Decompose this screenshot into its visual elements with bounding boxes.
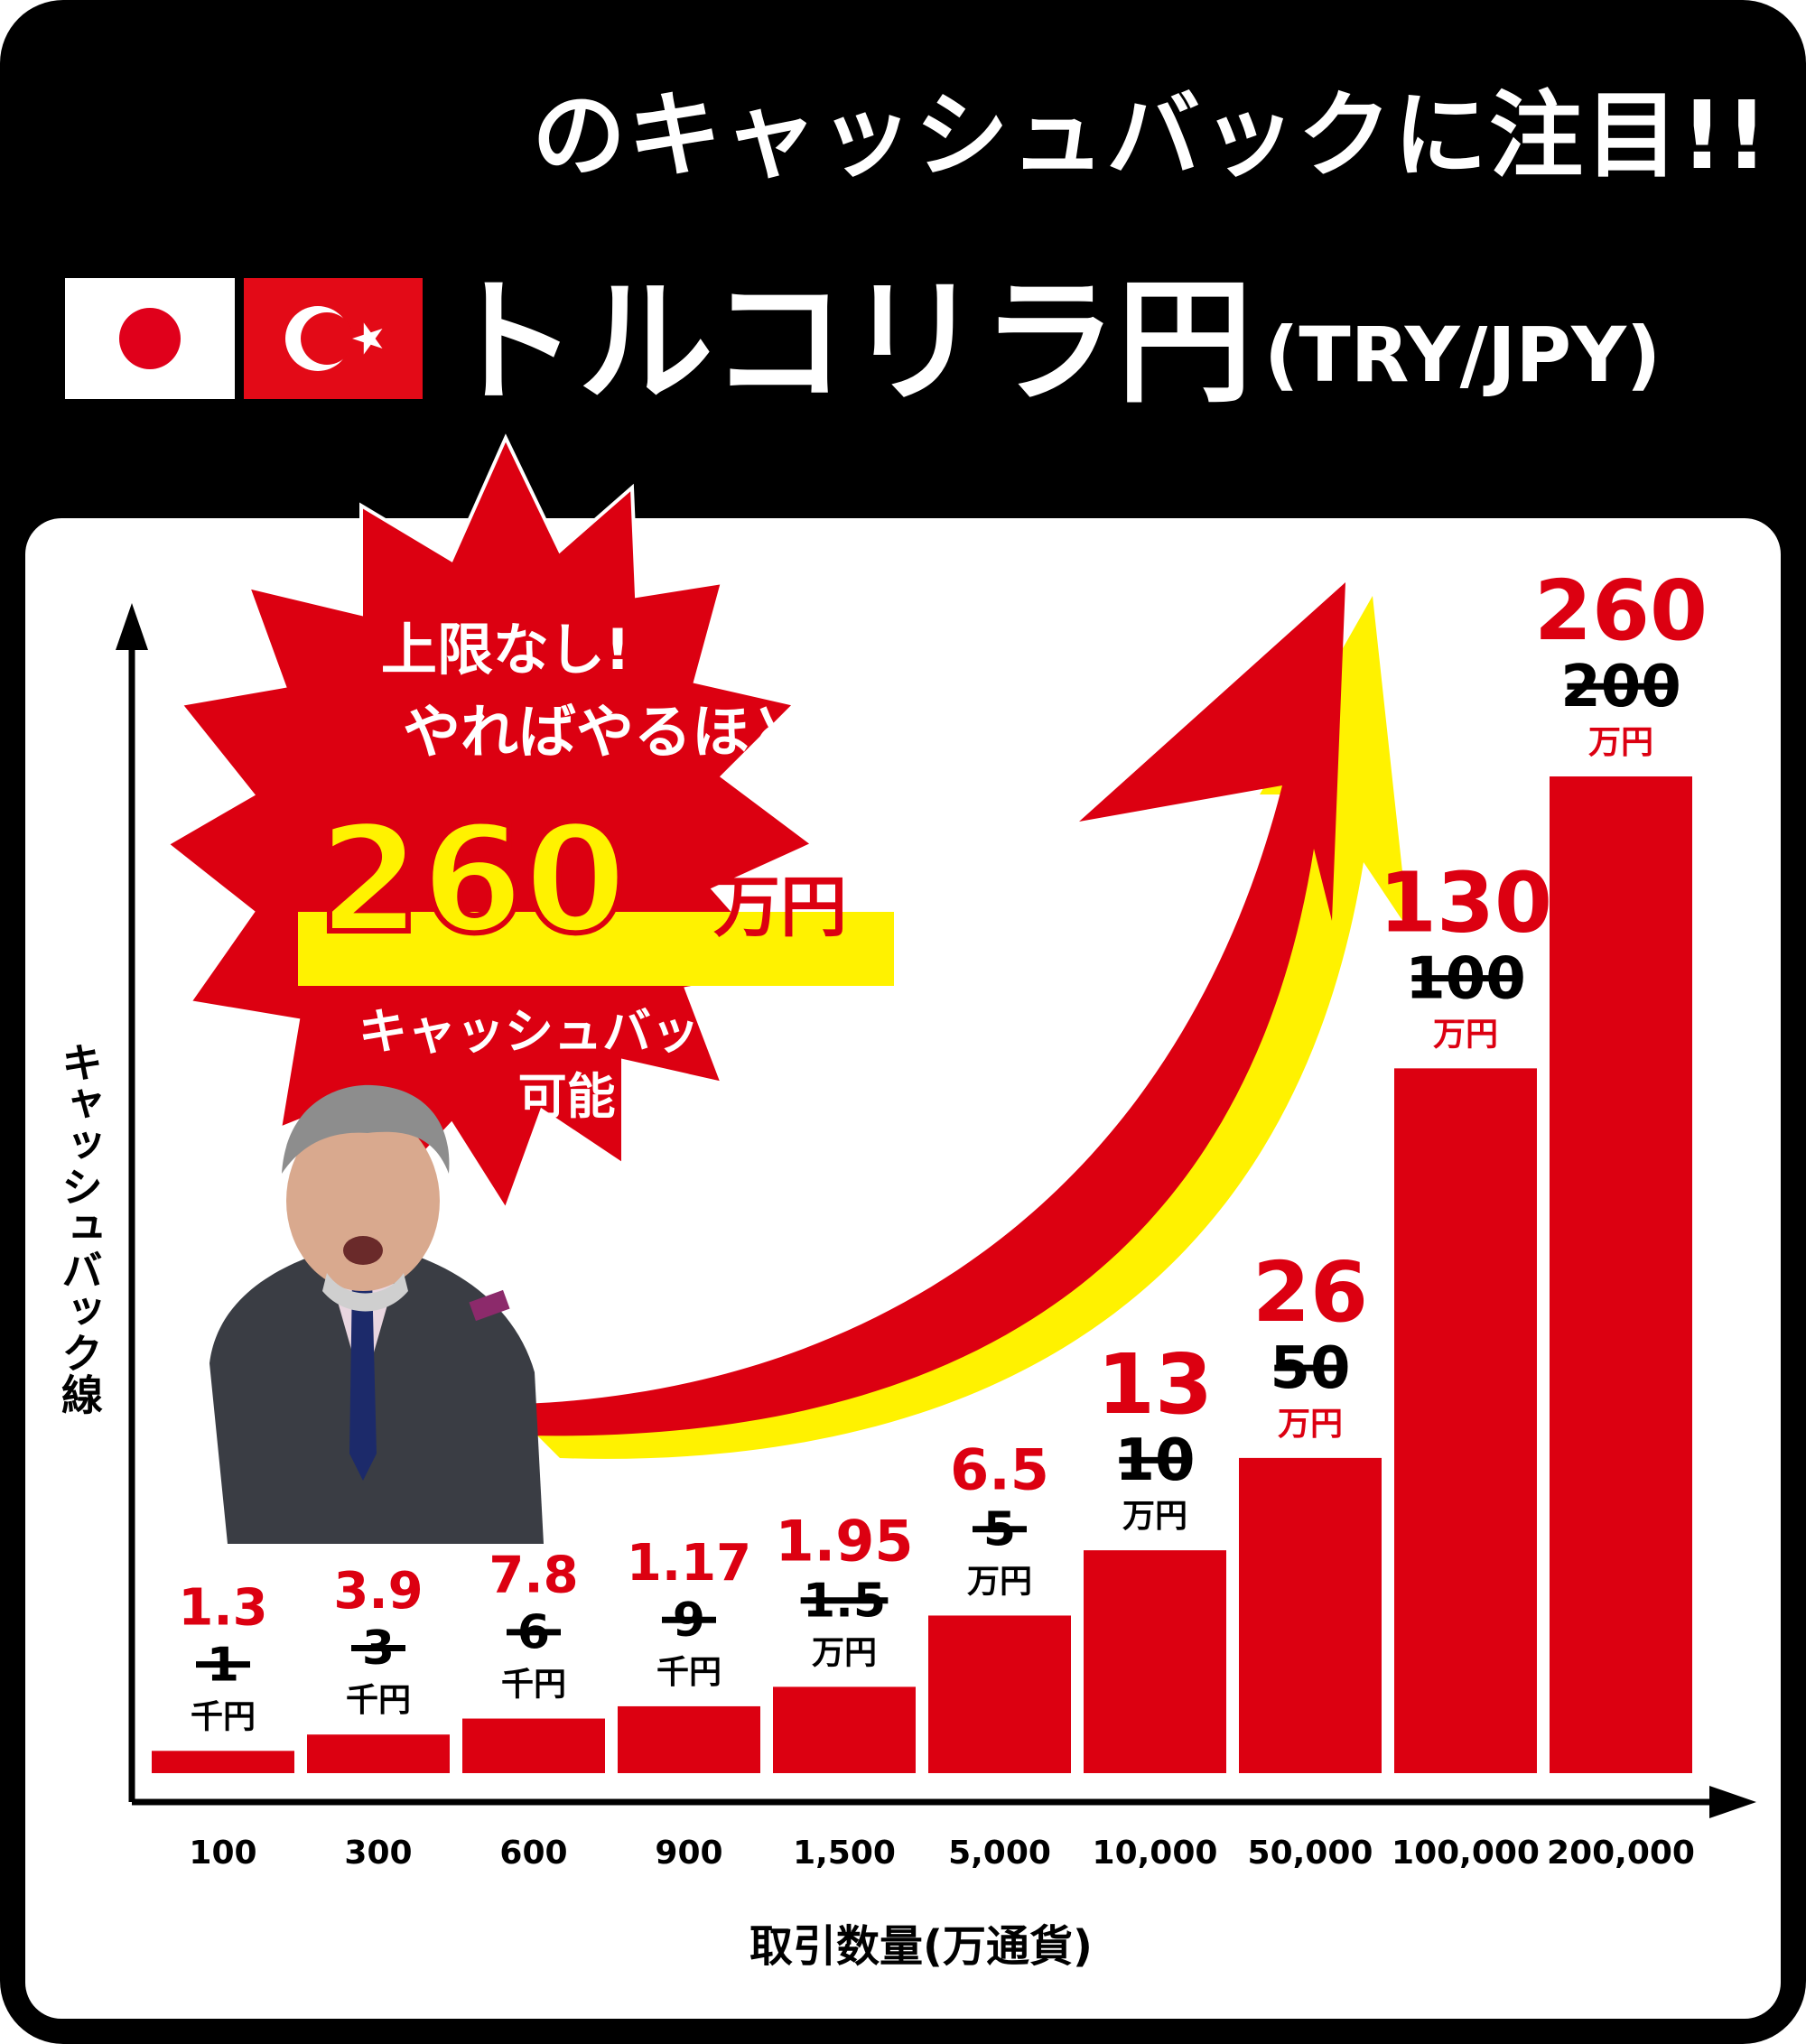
x-tick-label: 900 — [655, 1835, 722, 1872]
x-tick-label: 1,500 — [793, 1835, 896, 1872]
currency-pair-code: (TRY/JPY) — [1264, 311, 1662, 399]
amount-highlight — [298, 912, 894, 986]
bar — [307, 1734, 450, 1773]
presenter-photo — [209, 1084, 544, 1544]
unit-label: 万円 — [1433, 1016, 1498, 1053]
unit-label: 千円 — [656, 1654, 721, 1691]
value-label: 3.9 — [333, 1562, 423, 1621]
bars-layer — [152, 776, 1692, 1773]
headline: のキャッシュバックに注目!! — [532, 80, 1770, 190]
burst-line-4: 可能! — [517, 1068, 638, 1125]
unit-label: 万円 — [1588, 724, 1653, 761]
burst-amount: 260 — [315, 792, 629, 969]
bar — [462, 1718, 605, 1773]
x-tick-label: 100,000 — [1392, 1835, 1540, 1872]
bar — [618, 1705, 760, 1773]
y-axis-label: キャッシュバック線 — [55, 1041, 104, 1415]
unit-label: 千円 — [501, 1667, 566, 1704]
bar — [928, 1615, 1071, 1773]
bar — [152, 1751, 294, 1773]
value-label: 13 — [1097, 1336, 1213, 1433]
bar — [1394, 1068, 1537, 1773]
x-tick-label: 600 — [499, 1835, 567, 1872]
burst-shape — [163, 433, 816, 1214]
turkey-flag-icon — [244, 278, 423, 399]
x-tick-label: 5,000 — [948, 1835, 1051, 1872]
burst-line-1: 上限なし! — [380, 617, 631, 683]
axes — [128, 646, 1716, 1806]
ticks-layer: 100 300 600 900 1,500 5,000 10,000 50,000 100,00… — [189, 1835, 1695, 1872]
value-label: 1.17 — [627, 1534, 751, 1593]
page-title: トルコリラ円 — [442, 265, 1253, 422]
x-axis-arrow-icon — [1709, 1786, 1756, 1818]
value-label: 6.5 — [950, 1436, 1049, 1502]
unit-label: 万円 — [1122, 1498, 1187, 1535]
unit-label: 万円 — [812, 1634, 877, 1671]
burst-line-2: やればやるほど — [403, 700, 807, 766]
japan-flag-icon — [65, 278, 235, 399]
value-label: 1.95 — [776, 1508, 914, 1574]
value-label: 26 — [1252, 1244, 1368, 1341]
x-tick-label: 100 — [189, 1835, 256, 1872]
unit-label: 万円 — [967, 1563, 1032, 1600]
value-label: 1.3 — [178, 1578, 267, 1637]
x-axis-label: 取引数量(万通貨) — [749, 1921, 1093, 1972]
unit-label: 万円 — [1278, 1406, 1343, 1443]
unit-label: 千円 — [191, 1698, 256, 1735]
x-tick-label: 300 — [344, 1835, 412, 1872]
y-axis-arrow-icon — [116, 603, 148, 650]
x-tick-label: 10,000 — [1093, 1835, 1218, 1872]
labels-layer: 千円11.3千円33.9千円67.8千円91.17万円1.51.95万円56.5… — [178, 562, 1708, 1735]
arrow-shadow — [524, 596, 1409, 1459]
value-label: 7.8 — [489, 1547, 578, 1605]
unit-label: 千円 — [346, 1682, 411, 1719]
bar — [1239, 1457, 1382, 1773]
burst-line-3: キャッシュバックも — [358, 1003, 797, 1060]
x-tick-label: 50,000 — [1248, 1835, 1373, 1872]
bar — [1084, 1550, 1226, 1773]
trend-arrow — [524, 582, 1345, 1436]
burst-amount-unit: 万円 — [713, 869, 847, 946]
value-label: 260 — [1534, 562, 1708, 659]
x-tick-label: 200,000 — [1547, 1835, 1695, 1872]
bar — [773, 1686, 916, 1773]
value-label: 130 — [1379, 854, 1552, 951]
bar — [1550, 776, 1692, 1773]
